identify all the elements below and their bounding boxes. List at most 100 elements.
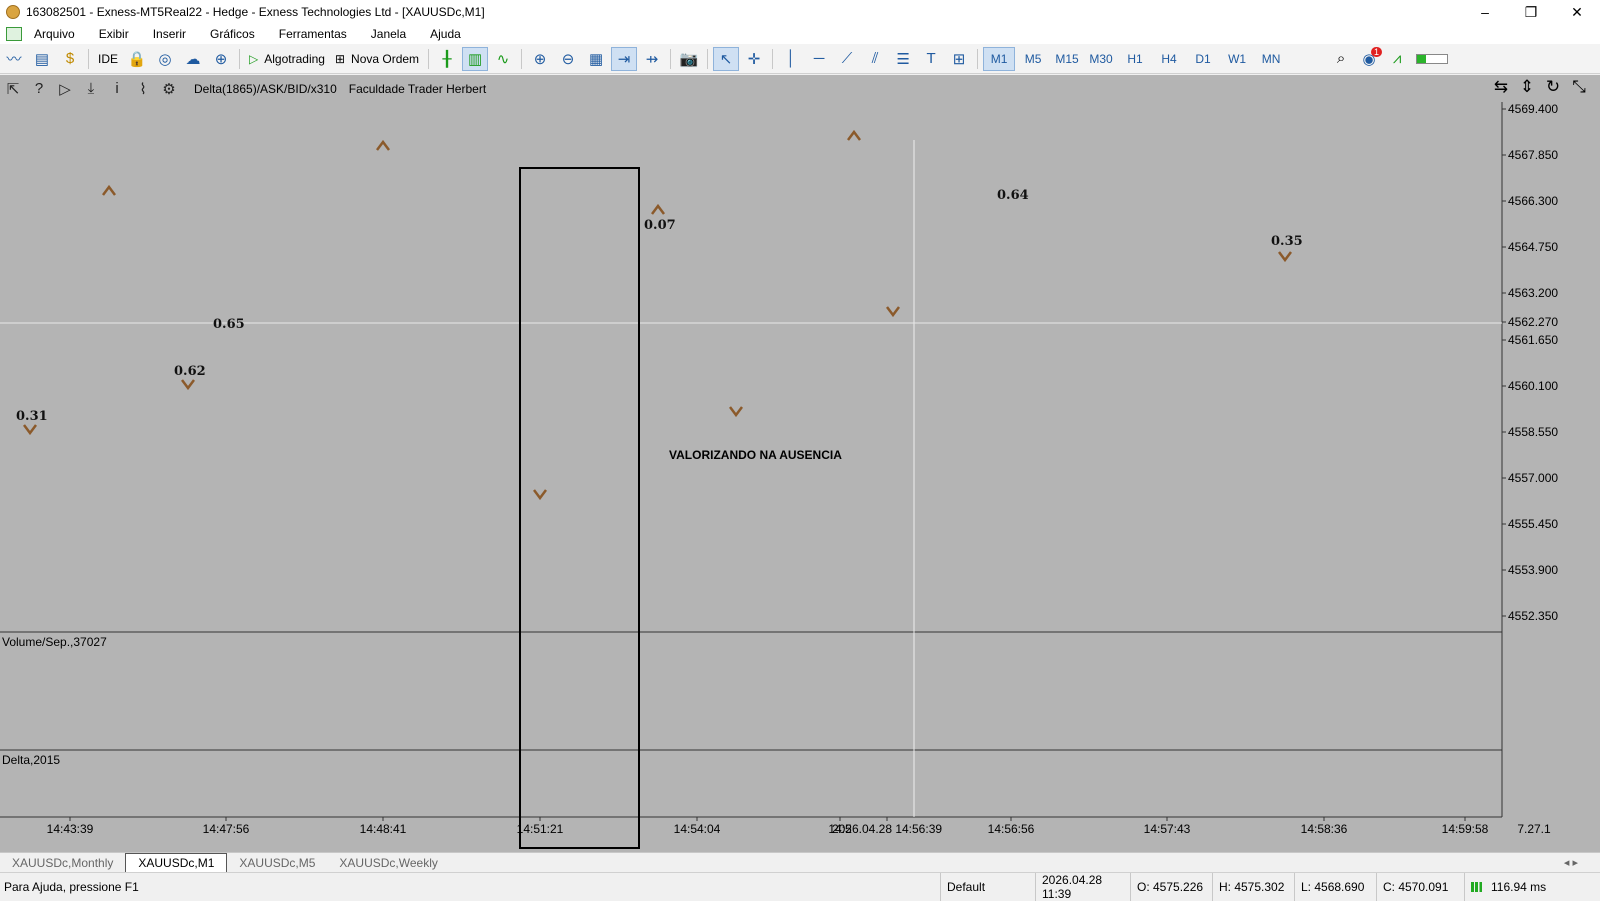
zoom-in-icon[interactable]: ⊕ xyxy=(533,50,547,68)
toolbar-separator xyxy=(670,48,672,69)
chart-type-icon[interactable]: 〰 xyxy=(6,51,22,68)
play-icon[interactable]: ▷ xyxy=(59,80,71,98)
shapes-icon[interactable]: ⊞ xyxy=(952,50,966,68)
help-text: Para Ajuda, pressione F1 xyxy=(4,879,139,894)
close-button[interactable]: ✕ xyxy=(1571,3,1583,20)
menu-exibir[interactable]: Exibir xyxy=(98,27,129,41)
chart-text: VALORIZANDO NA AUSENCIA 0.31 0.62 0.65 0.07 0… xyxy=(2,188,1303,767)
time-label: 14:54:04 xyxy=(674,822,721,836)
time-label: 14:56:56 xyxy=(988,822,1035,836)
status-ping[interactable]: 116.94 ms xyxy=(1464,872,1594,901)
notification-badge: 1 xyxy=(1371,46,1383,57)
nova-ordem-button[interactable]: ⊞ Nova Ordem xyxy=(331,47,423,71)
menu-ajuda[interactable]: Ajuda xyxy=(430,27,461,41)
cloud-icon[interactable]: ☁ xyxy=(185,50,201,68)
value-label: 0.31 xyxy=(16,409,48,424)
zoom-out-icon[interactable]: ⊖ xyxy=(561,50,575,68)
settings-icon[interactable]: ⚙ xyxy=(162,80,176,98)
play-icon: ▷ xyxy=(249,51,259,66)
status-low: L: 4568.690 xyxy=(1294,872,1376,901)
refresh-icon[interactable]: ↻ xyxy=(1545,77,1561,96)
resize-icon[interactable]: ⤡ xyxy=(1572,77,1586,96)
help-icon[interactable]: ? xyxy=(34,80,44,97)
waveform-icon[interactable]: ⌇ xyxy=(139,80,147,98)
lock-icon[interactable]: 🔒 xyxy=(127,50,147,68)
vps-icon[interactable]: ⊕ xyxy=(214,50,228,68)
algotrading-button[interactable]: ▷ Algotrading xyxy=(245,47,329,71)
nova-ordem-label: Nova Ordem xyxy=(351,51,420,66)
arrow-marker xyxy=(847,129,861,141)
bar-chart-icon[interactable]: ╂ xyxy=(442,50,452,68)
info-icon[interactable]: i xyxy=(115,80,119,97)
timeframe-m15[interactable]: M15 xyxy=(1055,51,1079,66)
toolbar-separator xyxy=(977,48,979,69)
fibonacci-icon[interactable]: ☰ xyxy=(896,50,910,68)
title-bar: 163082501 - Exness-MT5Real22 - Hedge - E… xyxy=(0,0,1600,24)
timeframe-mn[interactable]: MN xyxy=(1261,51,1281,66)
restore-button[interactable]: ❐ xyxy=(1524,3,1538,20)
search-icon[interactable]: ⌕ xyxy=(1336,50,1346,67)
trendline-icon[interactable]: ⟋ xyxy=(841,50,853,67)
menu-graficos[interactable]: Gráficos xyxy=(210,27,255,41)
price-label: 4563.200 xyxy=(1508,286,1558,300)
status-close: C: 4570.091 xyxy=(1376,872,1464,901)
cursor-icon[interactable]: ↖ xyxy=(713,46,740,71)
new-order-icon: ⊞ xyxy=(334,51,346,66)
channel-icon[interactable]: ⫽ xyxy=(871,50,879,67)
minimize-button[interactable]: – xyxy=(1481,4,1489,20)
crosshair-icon[interactable]: ✛ xyxy=(747,50,761,68)
toolbar-separator xyxy=(521,48,523,69)
timeframe-h1[interactable]: H1 xyxy=(1127,51,1143,66)
line-chart-icon[interactable]: ∿ xyxy=(496,50,510,68)
price-label: 4557.000 xyxy=(1508,471,1558,485)
tab-weekly[interactable]: XAUUSDc,Weekly xyxy=(339,856,438,870)
menu-inserir[interactable]: Inserir xyxy=(152,27,187,41)
time-label: 14:51:21 xyxy=(517,822,564,836)
horizontal-line-icon[interactable]: ─ xyxy=(813,50,825,67)
tab-m1[interactable]: XAUUSDc,M1 xyxy=(125,853,228,872)
deposit-icon[interactable]: $ xyxy=(65,50,75,67)
vertical-line-icon[interactable]: │ xyxy=(786,50,796,67)
text-icon[interactable]: T xyxy=(926,50,936,67)
menu-arquivo[interactable]: Arquivo xyxy=(34,27,75,41)
timeframe-w1[interactable]: W1 xyxy=(1228,51,1247,66)
timeframe-h4[interactable]: H4 xyxy=(1161,51,1177,66)
tab-monthly[interactable]: XAUUSDc,Monthly xyxy=(12,856,114,870)
price-label: 4555.450 xyxy=(1508,517,1558,531)
price-label: 4562.270 xyxy=(1508,315,1558,329)
connection-bar xyxy=(1412,47,1452,71)
screenshot-icon[interactable]: 📷 xyxy=(679,50,699,68)
tab-scroll-arrows[interactable]: ◂ ▸ xyxy=(1563,857,1578,869)
annotation-text: VALORIZANDO NA AUSENCIA xyxy=(669,448,842,462)
chart-area[interactable]: 14.6K28.8K19.1K37K5K3.2K9.2K8.3K27.4K17.… xyxy=(0,102,1600,852)
notifications-icon[interactable]: ◉ 1 xyxy=(1356,46,1383,71)
timeframe-d1[interactable]: D1 xyxy=(1195,51,1211,66)
mdi-window-icon[interactable] xyxy=(6,27,22,41)
vertical-scale-icon[interactable]: ⇕ xyxy=(1519,77,1535,96)
autoscroll-icon[interactable]: ⇥ xyxy=(611,46,638,71)
tile-windows-icon[interactable]: ▦ xyxy=(588,50,604,68)
download-icon[interactable]: ⤓ xyxy=(87,80,95,97)
menu-janela[interactable]: Janela xyxy=(370,27,407,41)
chart-canvas[interactable]: 14.6K28.8K19.1K37K5K3.2K9.2K8.3K27.4K17.… xyxy=(0,102,1600,852)
ide-button[interactable]: IDE xyxy=(98,51,119,66)
timeframe-m5[interactable]: M5 xyxy=(1024,51,1042,66)
price-label: 4558.550 xyxy=(1508,425,1558,439)
move-icon[interactable]: ⇱ xyxy=(6,80,20,98)
menu-ferramentas[interactable]: Ferramentas xyxy=(278,27,347,41)
candlestick-icon[interactable]: ▥ xyxy=(462,46,489,71)
arrow-marker xyxy=(102,184,116,196)
volume-pane-label: Volume/Sep.,37027 xyxy=(2,635,107,649)
chart-shift-icon[interactable]: ⇸ xyxy=(645,50,659,68)
app-icon xyxy=(6,5,20,19)
toolbar-separator xyxy=(428,48,430,69)
time-label: 14:48:41 xyxy=(360,822,407,836)
tab-m5[interactable]: XAUUSDc,M5 xyxy=(239,856,316,870)
templates-icon[interactable]: ▤ xyxy=(34,50,50,68)
signals-icon[interactable]: ◎ xyxy=(158,50,172,68)
timeframe-m30[interactable]: M30 xyxy=(1089,51,1113,66)
timeframe-m1[interactable]: M1 xyxy=(983,46,1016,71)
profile-name[interactable]: Default xyxy=(940,872,1035,901)
swap-icon[interactable]: ⇆ xyxy=(1493,77,1509,96)
chart-toolbar: ⇱ ? ▷ ⤓ i ⌇ ⚙ Delta(1865)/ASK/BID/x310 F… xyxy=(0,75,1600,102)
